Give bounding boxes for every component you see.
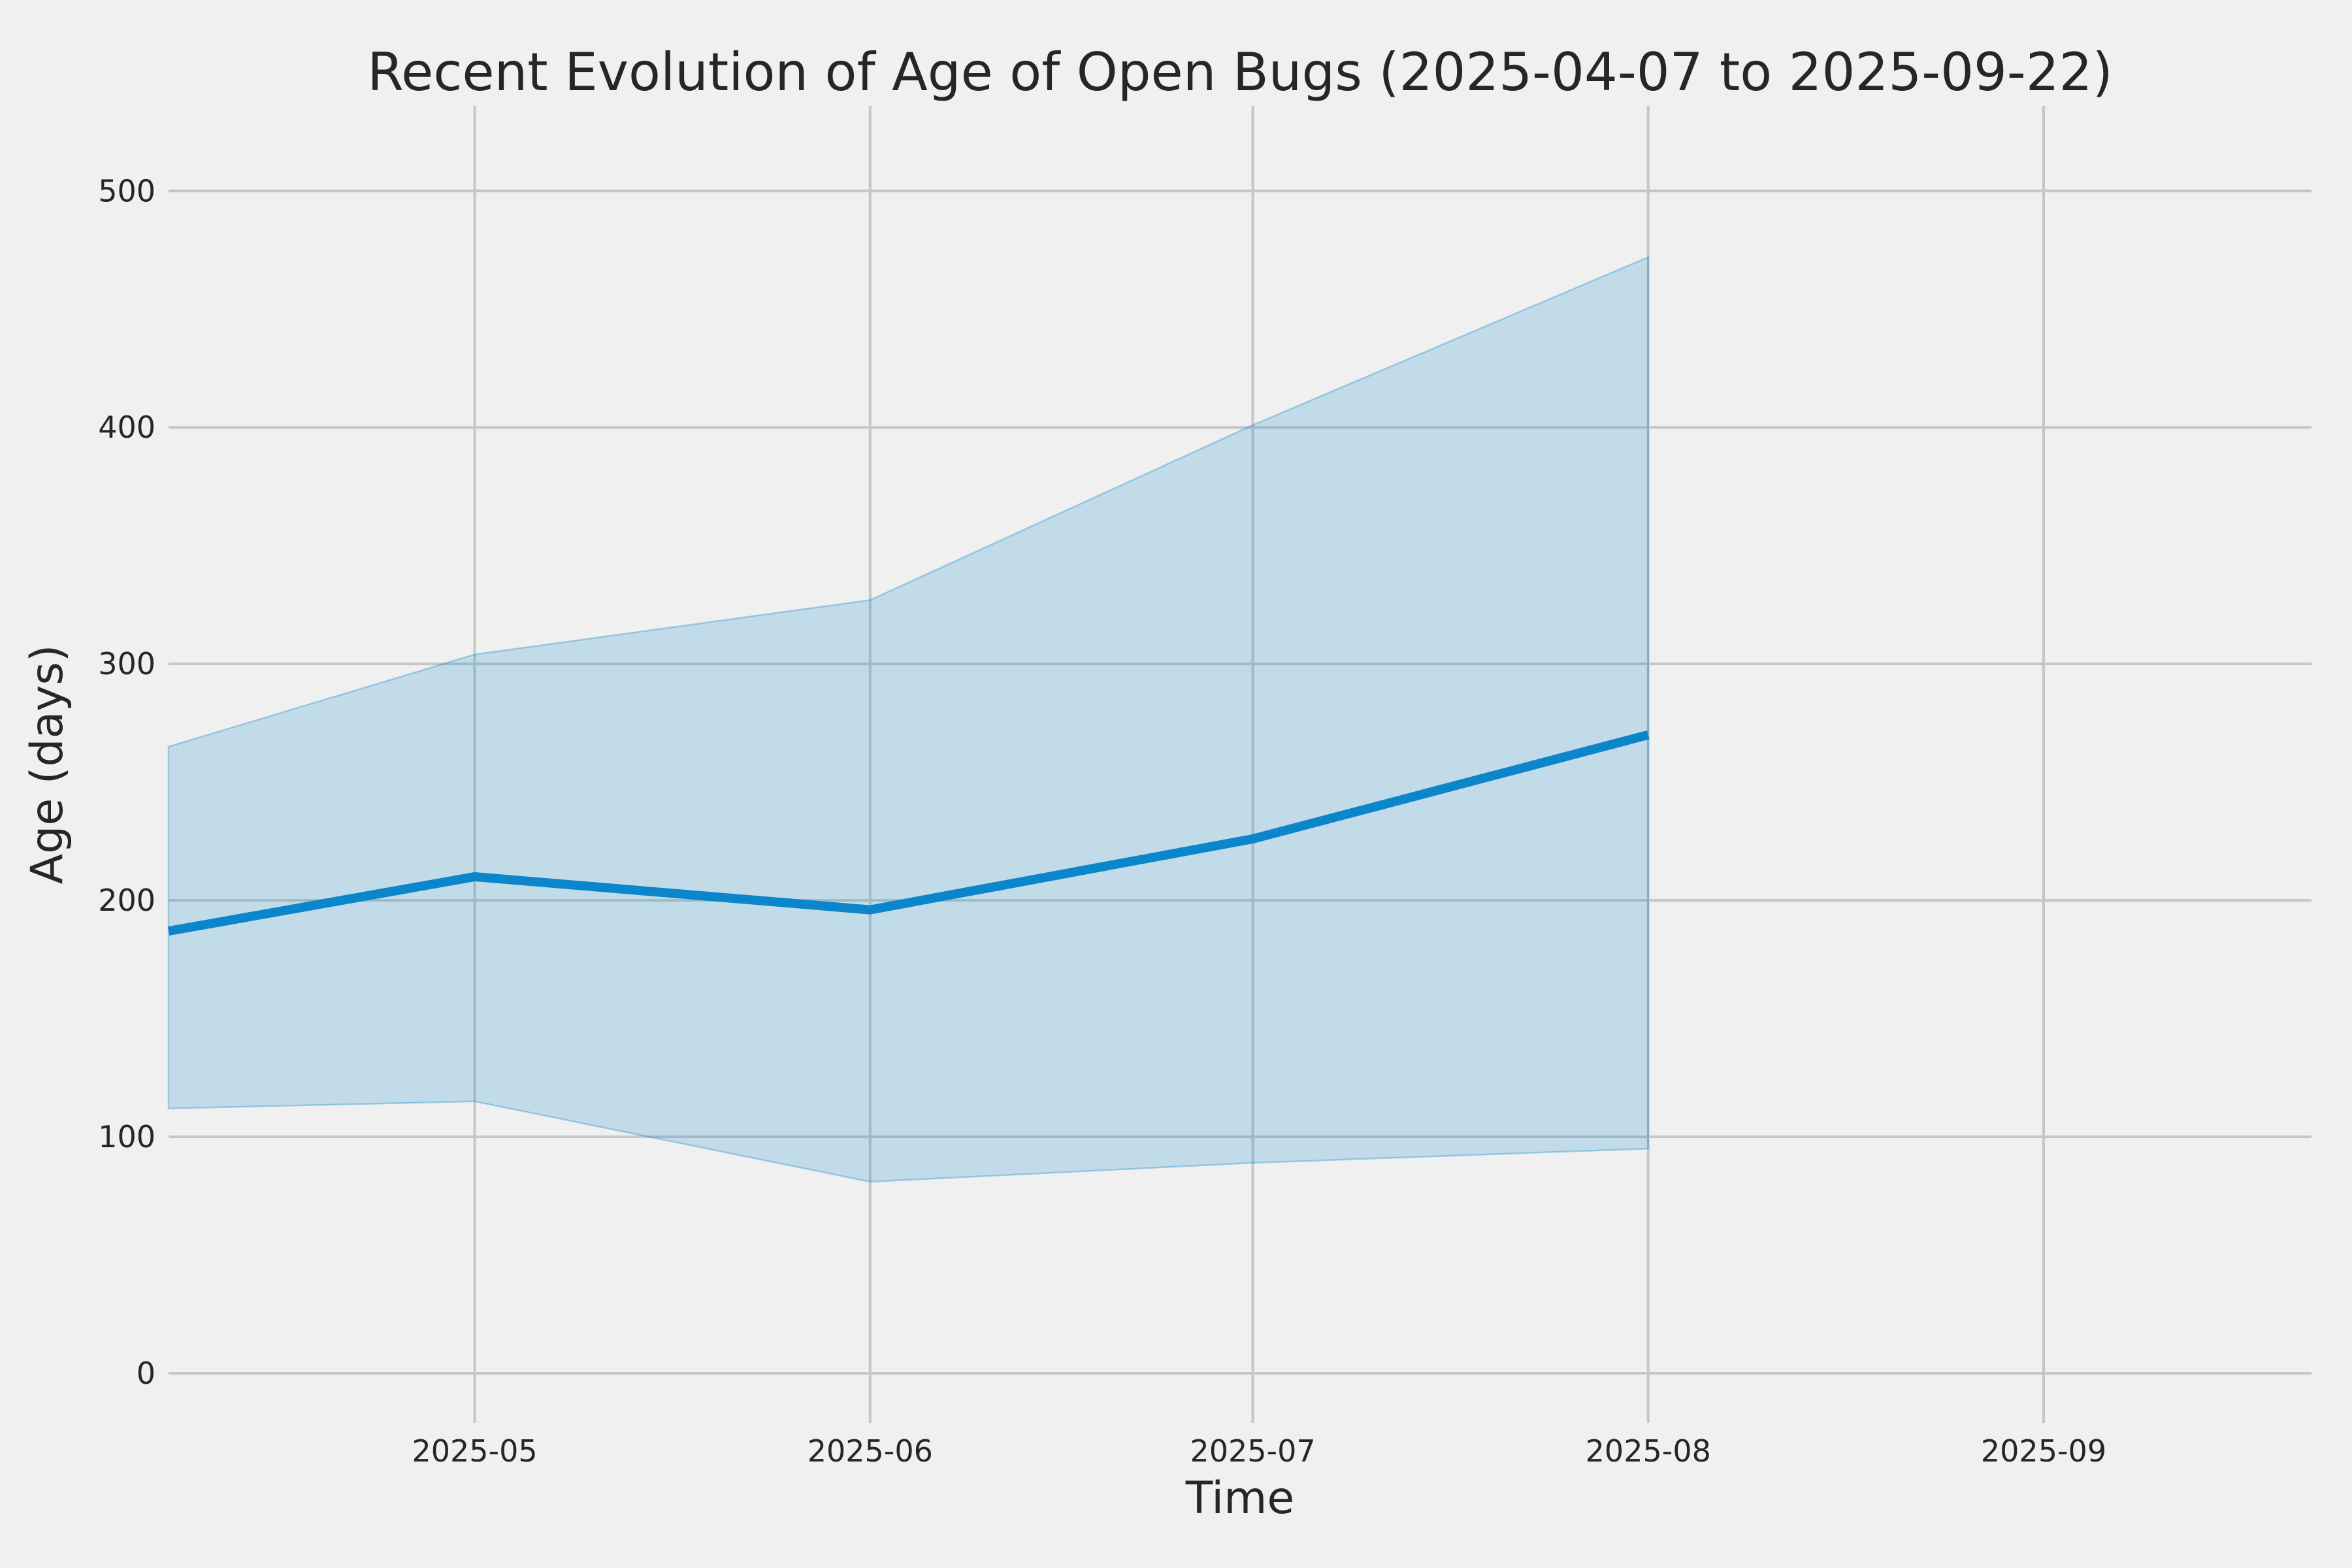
x-tick-label: 2025-08 (1586, 1433, 1711, 1469)
gridlines (169, 106, 2311, 1423)
y-tick-label: 100 (98, 1119, 155, 1154)
y-tick-label: 400 (98, 410, 155, 445)
y-tick-label: 0 (137, 1356, 155, 1391)
mean-line (167, 730, 1650, 936)
y-tick-label: 200 (98, 883, 155, 918)
confidence-band (167, 255, 1650, 1183)
x-tick-label: 2025-09 (1981, 1433, 2106, 1469)
y-axis-tick-labels: 0 100 200 300 400 500 (98, 173, 155, 1391)
x-tick-label: 2025-07 (1190, 1433, 1315, 1469)
band-polygon (167, 255, 1650, 1183)
trend-polyline (167, 730, 1650, 936)
x-tick-label: 2025-06 (808, 1433, 933, 1469)
y-tick-label: 300 (98, 646, 155, 681)
chart-title: Recent Evolution of Age of Open Bugs (20… (367, 42, 2113, 103)
y-axis-label: Age (days) (22, 645, 73, 885)
y-tick-label: 500 (98, 173, 155, 208)
x-axis-tick-labels: 2025-05 2025-06 2025-07 2025-08 2025-09 (412, 1433, 2106, 1469)
x-tick-label: 2025-05 (412, 1433, 537, 1469)
x-axis-label: Time (1185, 1473, 1294, 1524)
